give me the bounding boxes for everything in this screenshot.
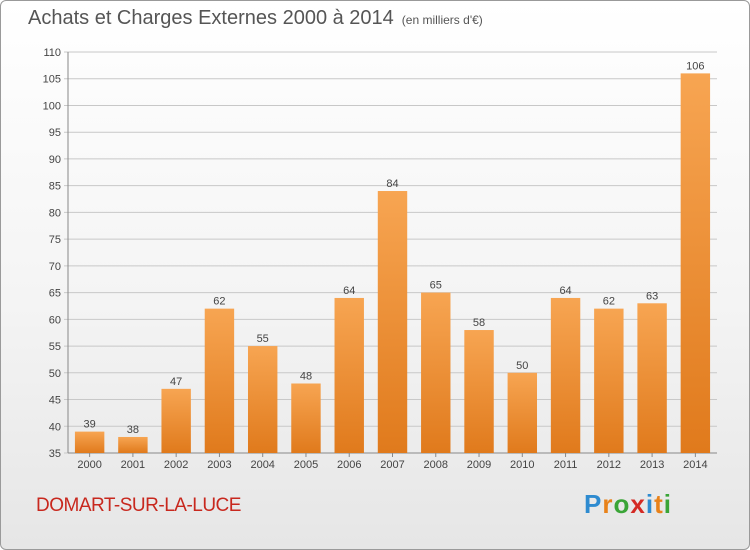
x-tick-label-2013: 2013 (640, 459, 664, 471)
value-label-2002: 47 (170, 376, 182, 388)
value-label-2000: 39 (84, 419, 96, 431)
y-tick-label: 70 (49, 261, 61, 273)
bar-2010 (507, 372, 538, 453)
logo-letter: o (613, 489, 631, 519)
logo-letter: P (584, 489, 603, 519)
y-tick-label: 110 (43, 47, 61, 59)
x-tick-label-2014: 2014 (683, 459, 707, 471)
y-tick-label: 45 (49, 395, 61, 407)
bar-2005 (291, 383, 321, 453)
x-tick-label-2001: 2001 (121, 459, 145, 471)
x-tick-label-2009: 2009 (467, 459, 491, 471)
y-tick-label: 95 (49, 127, 61, 139)
bar-2000 (74, 431, 105, 453)
value-label-2009: 58 (473, 317, 485, 329)
value-label-2014: 106 (686, 60, 704, 72)
bar-2008 (421, 292, 451, 453)
x-tick-label-2006: 2006 (337, 459, 361, 471)
y-tick-label: 40 (49, 421, 61, 433)
value-label-2011: 64 (559, 285, 571, 297)
value-label-2008: 65 (430, 280, 442, 292)
bar-2013 (637, 303, 667, 453)
bar-2007 (377, 191, 408, 453)
logo-letter: t (654, 489, 664, 519)
x-tick-label-2011: 2011 (554, 459, 578, 471)
commune-name: DOMART-SUR-LA-LUCE (36, 495, 241, 516)
proxiti-logo: Proxiti (584, 489, 672, 520)
x-tick-label-2002: 2002 (164, 459, 188, 471)
y-tick-label: 100 (43, 100, 61, 112)
logo-letter: r (602, 489, 614, 519)
y-tick-label: 90 (49, 154, 61, 166)
y-tick-label: 65 (49, 288, 61, 300)
x-tick-label-2005: 2005 (294, 459, 318, 471)
bar-2014 (680, 73, 711, 454)
value-label-2003: 62 (213, 296, 225, 308)
bar-2002 (161, 388, 191, 453)
value-label-2005: 48 (300, 370, 312, 382)
bar-2004 (247, 346, 278, 453)
x-tick-label-2010: 2010 (510, 459, 534, 471)
bar-2003 (204, 308, 235, 453)
value-label-2004: 55 (257, 333, 269, 345)
bar-2001 (118, 436, 148, 453)
x-tick-label-2003: 2003 (207, 459, 231, 471)
x-tick-label-2004: 2004 (250, 459, 274, 471)
bar-2012 (594, 308, 624, 453)
logo-letter: i (663, 489, 672, 519)
y-tick-label: 105 (43, 74, 61, 86)
y-tick-label: 75 (49, 234, 61, 246)
value-label-2012: 62 (603, 296, 615, 308)
chart-title-text: Achats et Charges Externes 2000 à 2014 (28, 7, 394, 29)
y-tick-label: 85 (49, 181, 61, 193)
x-tick-label-2007: 2007 (380, 459, 404, 471)
logo-letter: i (645, 489, 655, 519)
value-label-2006: 64 (343, 285, 355, 297)
y-tick-label: 80 (49, 207, 61, 219)
y-tick-label: 35 (49, 448, 61, 460)
value-label-2013: 63 (646, 290, 658, 302)
x-tick-label-2012: 2012 (597, 459, 621, 471)
value-label-2007: 84 (386, 178, 398, 190)
y-tick-label: 60 (49, 314, 61, 326)
value-label-2010: 50 (516, 360, 528, 372)
value-label-2001: 38 (127, 424, 139, 436)
logo-letter: x (630, 489, 646, 519)
chart-unit-label: (en milliers d'€) (401, 13, 483, 27)
bar-2009 (464, 330, 494, 453)
y-tick-label: 50 (49, 368, 61, 380)
bar-2006 (334, 297, 364, 453)
y-tick-label: 55 (49, 341, 61, 353)
chart-title: Achats et Charges Externes 2000 à 2014 (e… (28, 7, 483, 30)
x-tick-label-2008: 2008 (424, 459, 448, 471)
bar-2011 (550, 297, 581, 453)
x-tick-label-2000: 2000 (77, 459, 101, 471)
